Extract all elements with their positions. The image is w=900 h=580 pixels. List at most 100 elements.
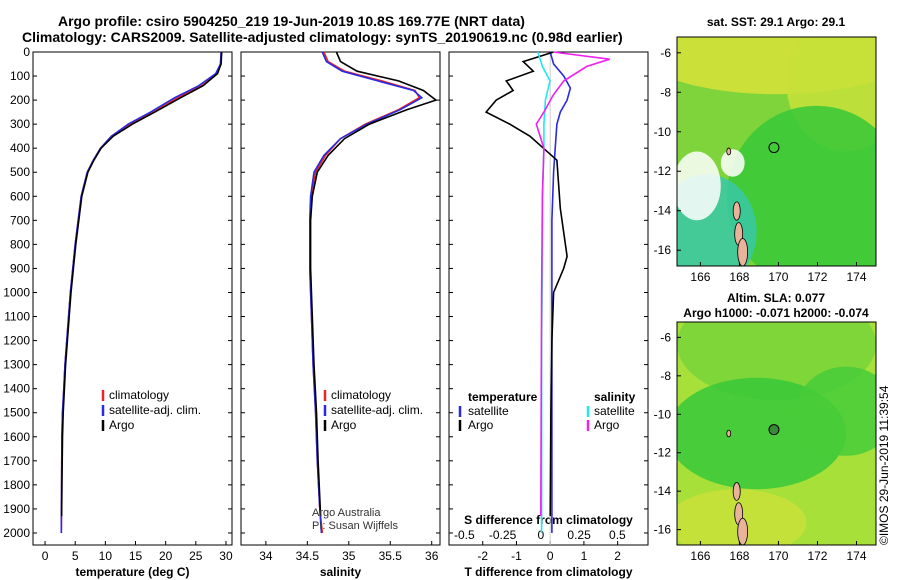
difference-profile-frame <box>448 51 649 546</box>
sla-lon-label: 166 <box>690 549 710 563</box>
salinity-profile-xtick-label: 35.5 <box>379 549 403 563</box>
sst-lon-label: 170 <box>768 270 788 284</box>
salinity-profile-series-climatology <box>308 51 421 534</box>
depth-tick-label: 200 <box>10 93 30 107</box>
sst-island <box>726 147 732 156</box>
depth-tick-label: 1900 <box>3 502 30 516</box>
sla-island <box>726 429 732 438</box>
temperature-profile-frame <box>32 51 233 546</box>
attribution-text: Argo Australia <box>312 507 381 519</box>
difference-profile-xtick-label: -2 <box>477 549 488 563</box>
sst-lat-label: -16 <box>654 243 672 257</box>
sla-map <box>676 321 877 546</box>
sst-field-blob <box>677 151 721 221</box>
sla-frame <box>676 321 877 546</box>
depth-tick-label: 1600 <box>3 430 30 444</box>
sst-lon-label: 166 <box>690 270 710 284</box>
temp-legend-label: Argo <box>468 418 494 432</box>
depth-tick-label: 1000 <box>3 285 30 299</box>
sla-lat-label: -12 <box>654 446 672 460</box>
difference-profile-xtick-label: 2 <box>614 549 621 563</box>
temperature-profile-legend-label: climatology <box>109 388 169 402</box>
sst-field-blob <box>726 105 876 266</box>
salinity-profile-xtick-label: 34.5 <box>296 549 320 563</box>
sst-map <box>676 36 877 267</box>
temp-legend-label: satellite <box>468 404 509 418</box>
depth-tick-label: 1500 <box>3 406 30 420</box>
sst-field-blob <box>720 149 745 177</box>
temperature-profile-xtick-label: 15 <box>129 549 143 563</box>
depth-tick-label: 1800 <box>3 478 30 492</box>
sal-legend-label: salinity <box>594 390 636 404</box>
depth-tick-label: 500 <box>10 165 30 179</box>
temperature-profile-legend-label: Argo <box>109 418 135 432</box>
depth-tick-label: 1200 <box>3 334 30 348</box>
sla-lat-label: -8 <box>660 369 671 383</box>
depth-tick-label: 600 <box>10 189 30 203</box>
depth-tick-label: 1300 <box>3 358 30 372</box>
sst-island <box>737 238 749 266</box>
sst-lat-label: -14 <box>654 204 672 218</box>
salinity-profile-xlabel: salinity <box>320 565 362 579</box>
difference-profile-xtick-label: -1 <box>511 549 522 563</box>
sla-lon-label: 174 <box>846 549 866 563</box>
salinity-profile-frame <box>240 51 441 546</box>
temperature-profile-series-argo <box>60 51 223 517</box>
sal-legend-label: satellite <box>594 404 635 418</box>
sla-lat-label: -16 <box>654 523 672 537</box>
sla-lon-label: 170 <box>768 549 788 563</box>
temperature-profile-xtick-label: 10 <box>99 549 113 563</box>
chart-title-line2: Climatology: CARS2009. Satellite-adjuste… <box>22 29 623 45</box>
temperature-profile-series-satelliteadjclim <box>60 51 222 534</box>
credit-label: ©IMOS 29-Jun-2019 11:39:54 <box>877 385 891 545</box>
salinity-profile-xtick-label: 36 <box>425 549 439 563</box>
sla-lat-label: -14 <box>654 484 672 498</box>
sla-field <box>677 322 876 545</box>
salinity-diff-tick-label: 0.5 <box>609 528 626 542</box>
difference-profile-xlabel: T difference from climatology <box>464 565 632 579</box>
sla-island <box>732 482 741 501</box>
temperature-profile-xtick-label: 20 <box>159 549 173 563</box>
salinity-diff-tick-label: 0 <box>538 528 545 542</box>
sst-map-title: sat. SST: 29.1 Argo: 29.1 <box>707 15 846 29</box>
sla-lat-label: -6 <box>660 330 671 344</box>
sst-field <box>677 37 876 266</box>
salinity-diff-tick-label: -0.25 <box>489 528 517 542</box>
sst-float-marker <box>768 142 780 154</box>
sla-float-marker <box>768 424 780 436</box>
sst-lat-label: -10 <box>654 125 672 139</box>
sla-map-title-line1: Altim. SLA: 0.077 <box>727 291 825 305</box>
sla-lon-label: 172 <box>807 549 827 563</box>
depth-tick-label: 1100 <box>4 310 30 324</box>
diff-series-ssatellite <box>537 51 551 533</box>
temperature-profile-xtick-label: 30 <box>219 549 233 563</box>
sla-island <box>737 517 749 545</box>
salinity-profile-legend-label: climatology <box>331 388 391 402</box>
sst-lon-label: 174 <box>846 270 866 284</box>
temperature-profile-xtick-label: 0 <box>42 549 49 563</box>
sst-island <box>732 201 741 221</box>
temperature-profile-xtick-label: 5 <box>72 549 79 563</box>
sal-legend-label: Argo <box>594 418 620 432</box>
salinity-profile-series-argo <box>309 51 438 517</box>
salinity-profile-xtick-label: 34 <box>259 549 273 563</box>
depth-tick-label: 300 <box>10 117 30 131</box>
salinity-diff-tick-label: 0.25 <box>567 528 591 542</box>
sst-lat-label: -6 <box>660 46 671 60</box>
diff-series-sargo <box>535 51 610 517</box>
sst-lat-label: -12 <box>654 164 672 178</box>
salinity-diff-xlabel: S difference from climatology <box>464 513 633 527</box>
sst-frame <box>676 36 877 267</box>
salinity-diff-tick-label: -0.5 <box>454 528 475 542</box>
depth-tick-label: 1700 <box>3 454 30 468</box>
sst-lon-label: 168 <box>729 270 749 284</box>
difference-profile-xtick-label: 1 <box>581 549 588 563</box>
depth-tick-label: 900 <box>10 261 30 275</box>
salinity-profile-legend-label: satellite-adj. clim. <box>331 403 423 417</box>
salinity-profile-xtick-label: 35 <box>342 549 356 563</box>
sla-lon-label: 168 <box>729 549 749 563</box>
depth-tick-label: 800 <box>10 237 30 251</box>
depth-tick-label: 1400 <box>3 382 30 396</box>
temperature-profile-xtick-label: 25 <box>189 549 203 563</box>
